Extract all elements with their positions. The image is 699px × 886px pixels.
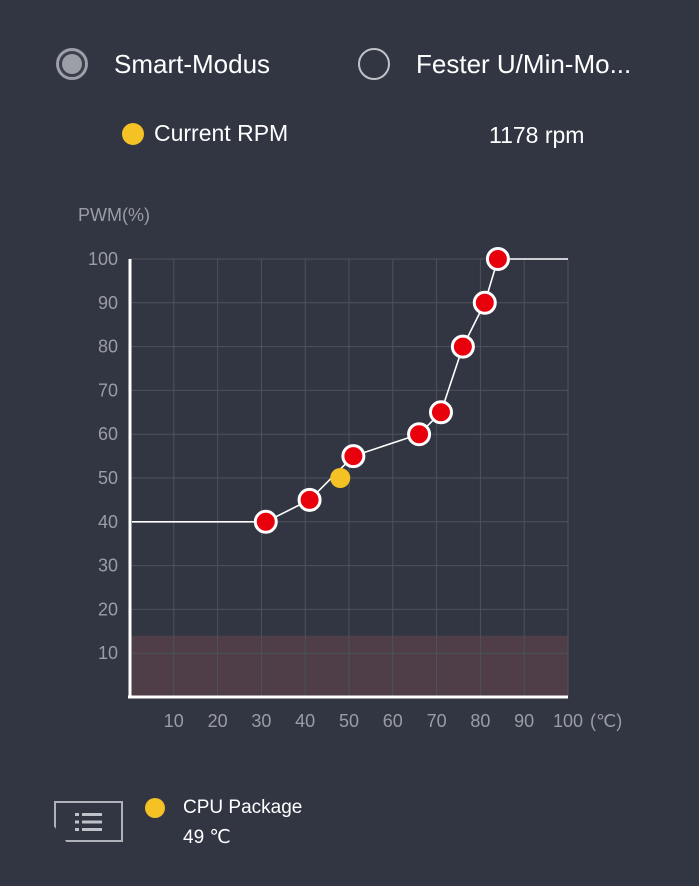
fan-curve-line [132, 258, 568, 523]
radio-checked-icon [56, 48, 88, 80]
x-axis-unit: (℃) [590, 711, 622, 731]
x-tick-label: 60 [383, 711, 403, 731]
y-tick-label: 90 [98, 293, 118, 313]
x-tick-label: 90 [514, 711, 534, 731]
x-tick-label: 40 [295, 711, 315, 731]
x-tick-label: 70 [427, 711, 447, 731]
sensor-dot-icon [145, 798, 165, 818]
smart-mode-radio[interactable]: Smart-Modus [56, 44, 270, 84]
current-rpm-dot-icon [122, 122, 144, 145]
radio-unchecked-icon [358, 48, 390, 80]
y-tick-label: 60 [98, 424, 118, 444]
x-tick-label: 30 [251, 711, 271, 731]
y-tick-label: 50 [98, 468, 118, 488]
y-tick-label: 70 [98, 380, 118, 400]
y-tick-label: 100 [88, 249, 118, 269]
curve-point-handle[interactable] [407, 422, 432, 447]
y-axis-title: PWM(%) [78, 205, 150, 225]
fixed-rpm-mode-label: Fester U/Min-Mo... [416, 48, 632, 79]
sensor-select-button[interactable] [54, 801, 123, 842]
x-tick-label: 100 [553, 711, 583, 731]
y-tick-label: 20 [98, 599, 118, 619]
smart-mode-label: Smart-Modus [114, 48, 271, 79]
fixed-rpm-mode-radio[interactable]: Fester U/Min-Mo... [358, 44, 631, 84]
y-tick-label: 10 [98, 643, 118, 663]
y-tick-label: 30 [98, 556, 118, 576]
current-rpm-legend: Current RPM [122, 120, 288, 147]
x-tick-label: 20 [208, 711, 228, 731]
curve-point-handle[interactable] [450, 334, 475, 359]
curve-point-handle[interactable] [253, 509, 278, 534]
y-tick-label: 40 [98, 512, 118, 532]
current-rpm-value: 1178 rpm [489, 122, 585, 148]
curve-point-handle[interactable] [297, 487, 322, 512]
curve-point-handle[interactable] [341, 444, 366, 469]
x-tick-label: 80 [470, 711, 490, 731]
x-tick-label: 50 [339, 711, 359, 731]
sensor-name: CPU Package [183, 797, 303, 818]
curve-point-handle[interactable] [428, 400, 453, 425]
sensor-temperature: 49 ℃ [183, 827, 231, 848]
curve-point-handle[interactable] [472, 290, 497, 315]
y-tick-label: 80 [98, 337, 118, 357]
current-rpm-label: Current RPM [154, 120, 289, 146]
current-rpm-point [330, 468, 351, 488]
x-tick-label: 10 [164, 711, 184, 731]
curve-point-handle[interactable] [485, 247, 510, 271]
list-icon [74, 812, 102, 831]
